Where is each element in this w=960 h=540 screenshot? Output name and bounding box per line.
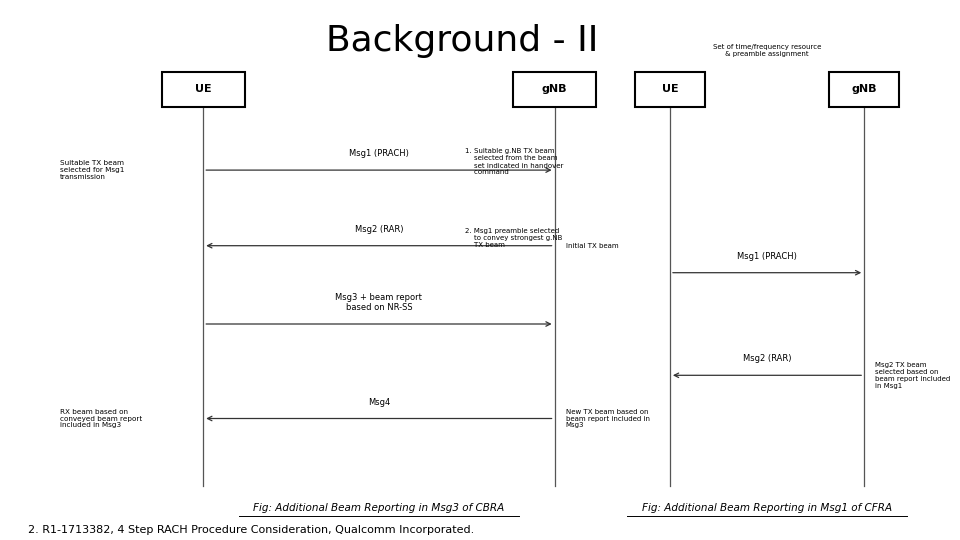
Text: UE: UE — [661, 84, 679, 94]
Text: Fig: Additional Beam Reporting in Msg3 of CBRA: Fig: Additional Beam Reporting in Msg3 o… — [253, 503, 505, 514]
Text: Msg1 (PRACH): Msg1 (PRACH) — [737, 252, 797, 261]
FancyBboxPatch shape — [161, 71, 245, 106]
Text: gNB: gNB — [852, 84, 876, 94]
Text: Fig: Additional Beam Reporting in Msg1 of CFRA: Fig: Additional Beam Reporting in Msg1 o… — [642, 503, 892, 514]
Text: 2. R1-1713382, 4 Step RACH Procedure Consideration, Qualcomm Incorporated.: 2. R1-1713382, 4 Step RACH Procedure Con… — [28, 524, 474, 535]
Text: Suitable TX beam
selected for Msg1
transmission: Suitable TX beam selected for Msg1 trans… — [60, 160, 125, 180]
Text: RX beam based on
conveyed beam report
included in Msg3: RX beam based on conveyed beam report in… — [60, 408, 142, 429]
Text: 2. Msg1 preamble selected
    to convey strongest g.NB
    TX beam: 2. Msg1 preamble selected to convey stro… — [465, 227, 563, 248]
Text: 1. Suitable g.NB TX beam
    selected from the beam
    set indicated in handove: 1. Suitable g.NB TX beam selected from t… — [465, 148, 564, 176]
Text: Msg1 (PRACH): Msg1 (PRACH) — [349, 149, 409, 158]
Text: Msg2 (RAR): Msg2 (RAR) — [354, 225, 403, 234]
Text: UE: UE — [195, 84, 211, 94]
Text: Msg4: Msg4 — [368, 397, 390, 407]
FancyBboxPatch shape — [513, 71, 596, 106]
FancyBboxPatch shape — [829, 71, 899, 106]
Text: Msg3 + beam report
based on NR-SS: Msg3 + beam report based on NR-SS — [335, 293, 422, 312]
Text: gNB: gNB — [541, 84, 567, 94]
Text: Background - II: Background - II — [325, 24, 598, 58]
Text: Msg2 TX beam
selected based on
beam report included
in Msg1: Msg2 TX beam selected based on beam repo… — [876, 362, 950, 389]
Text: Initial TX beam: Initial TX beam — [565, 242, 618, 249]
Text: Set of time/frequency resource
& preamble assignment: Set of time/frequency resource & preambl… — [713, 44, 821, 57]
Text: Msg2 (RAR): Msg2 (RAR) — [743, 354, 791, 363]
Text: New TX beam based on
beam report included in
Msg3: New TX beam based on beam report include… — [565, 408, 650, 429]
FancyBboxPatch shape — [636, 71, 705, 106]
